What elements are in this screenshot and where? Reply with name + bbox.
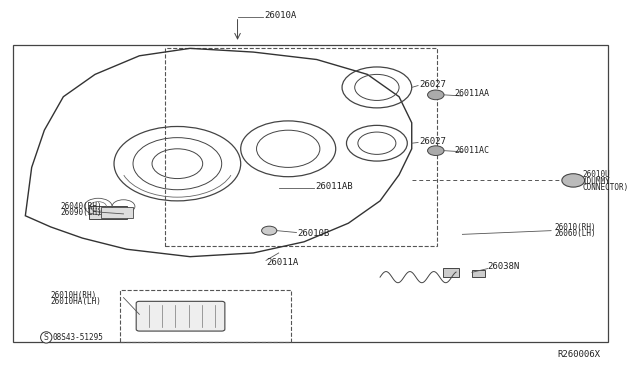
Text: 26060(LH): 26060(LH) <box>554 229 596 238</box>
Text: 26011AA: 26011AA <box>455 89 490 98</box>
Text: R260006X: R260006X <box>557 350 600 359</box>
Bar <box>444 268 460 277</box>
Text: 26010A: 26010A <box>265 11 297 20</box>
Text: 26011AB: 26011AB <box>315 182 353 191</box>
Text: (DUMMY: (DUMMY <box>583 177 611 186</box>
Text: 26011A: 26011A <box>266 258 298 267</box>
Text: 08S43-51295: 08S43-51295 <box>52 333 104 342</box>
Bar <box>101 207 133 218</box>
Text: 26027: 26027 <box>419 137 446 146</box>
Text: 26027: 26027 <box>419 80 446 89</box>
Text: 26040(RH): 26040(RH) <box>60 202 102 211</box>
Text: S: S <box>44 333 49 342</box>
Text: 26010U: 26010U <box>583 170 611 179</box>
Bar <box>89 206 127 219</box>
Circle shape <box>262 226 277 235</box>
Text: 26010HA(LH): 26010HA(LH) <box>51 297 102 306</box>
Circle shape <box>428 90 444 100</box>
Text: 26038N: 26038N <box>488 262 520 271</box>
Bar <box>472 270 484 277</box>
Text: CONNECTOR): CONNECTOR) <box>583 183 629 192</box>
FancyBboxPatch shape <box>136 301 225 331</box>
Text: 26010(RH): 26010(RH) <box>554 223 596 232</box>
Circle shape <box>562 174 585 187</box>
Text: 26011AC: 26011AC <box>455 146 490 155</box>
Text: 26010H(RH): 26010H(RH) <box>51 291 97 300</box>
Circle shape <box>428 146 444 155</box>
Text: 26090(LH): 26090(LH) <box>60 208 102 217</box>
Text: 26010B: 26010B <box>298 229 330 238</box>
